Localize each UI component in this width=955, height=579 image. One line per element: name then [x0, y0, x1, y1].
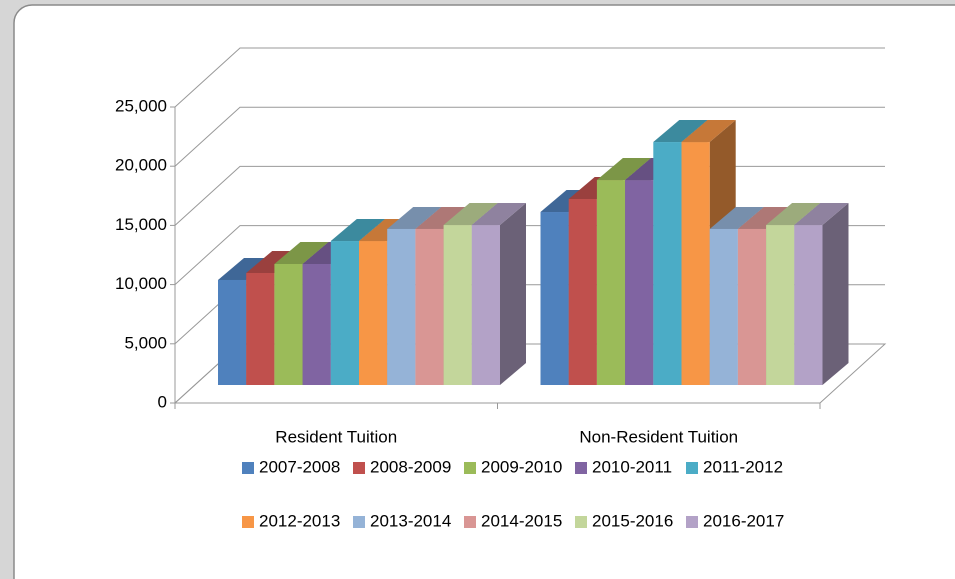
bar-top — [681, 120, 736, 143]
bar — [596, 180, 626, 385]
y-tick-label: 5,000 — [124, 333, 167, 352]
bar-side — [500, 203, 526, 385]
y-tick-label: 15,000 — [115, 215, 167, 234]
bar-top — [596, 158, 652, 181]
legend-label: 2009-2010 — [481, 457, 562, 476]
bar — [359, 241, 388, 385]
bar-top — [387, 206, 442, 229]
bar — [274, 263, 303, 385]
bar — [387, 228, 416, 385]
legend-swatch — [353, 462, 365, 474]
y-tick-label: 20,000 — [115, 156, 167, 175]
legend-swatch — [353, 516, 365, 528]
legend-label: 2013-2014 — [370, 511, 451, 530]
y-tick-label: 25,000 — [115, 96, 167, 115]
legend-swatch — [464, 516, 476, 528]
legend-swatch — [242, 462, 254, 474]
legend-swatch — [464, 462, 476, 474]
bar — [302, 263, 331, 385]
bar-top — [653, 120, 708, 143]
bar — [681, 142, 710, 385]
bar — [218, 279, 247, 385]
grid-line — [174, 47, 885, 108]
x-tick-label: Non-Resident Tuition — [579, 427, 738, 446]
y-tick-label: 10,000 — [115, 274, 167, 293]
legend-label: 2015-2016 — [592, 511, 673, 530]
bar — [766, 225, 795, 385]
bar — [415, 228, 444, 385]
bar — [568, 198, 597, 385]
bar — [330, 241, 359, 385]
bar — [443, 225, 472, 385]
legend-swatch — [242, 516, 254, 528]
bar-side — [822, 203, 849, 385]
legend-swatch — [575, 462, 587, 474]
bar-top — [415, 206, 470, 229]
legend-swatch — [575, 516, 587, 528]
legend-label: 2012-2013 — [259, 511, 340, 530]
legend-label: 2007-2008 — [259, 457, 340, 476]
bar-top — [274, 241, 329, 264]
bar-top — [709, 206, 764, 229]
grid-line — [174, 106, 885, 167]
bar — [246, 272, 275, 385]
legend-label: 2010-2011 — [592, 457, 672, 476]
bar — [540, 212, 569, 385]
legend-swatch — [686, 516, 698, 528]
bar-top — [443, 203, 498, 226]
legend-label: 2014-2015 — [481, 511, 562, 530]
bar — [737, 228, 767, 385]
x-tick-label: Resident Tuition — [275, 427, 397, 446]
bar — [794, 225, 823, 385]
bar — [653, 142, 682, 385]
legend-label: 2008-2009 — [370, 457, 451, 476]
legend-label: 2016-2017 — [703, 511, 784, 530]
bar-top — [471, 203, 526, 226]
bar-top — [330, 219, 385, 242]
legend-label: 2011-2012 — [703, 457, 783, 476]
bar — [471, 225, 500, 385]
bar — [709, 228, 738, 385]
y-tick-label: 0 — [158, 392, 167, 411]
bar-top — [737, 206, 793, 229]
bar-top — [794, 203, 849, 226]
bar-top — [766, 203, 821, 226]
legend-swatch — [686, 462, 698, 474]
bar — [625, 180, 654, 385]
